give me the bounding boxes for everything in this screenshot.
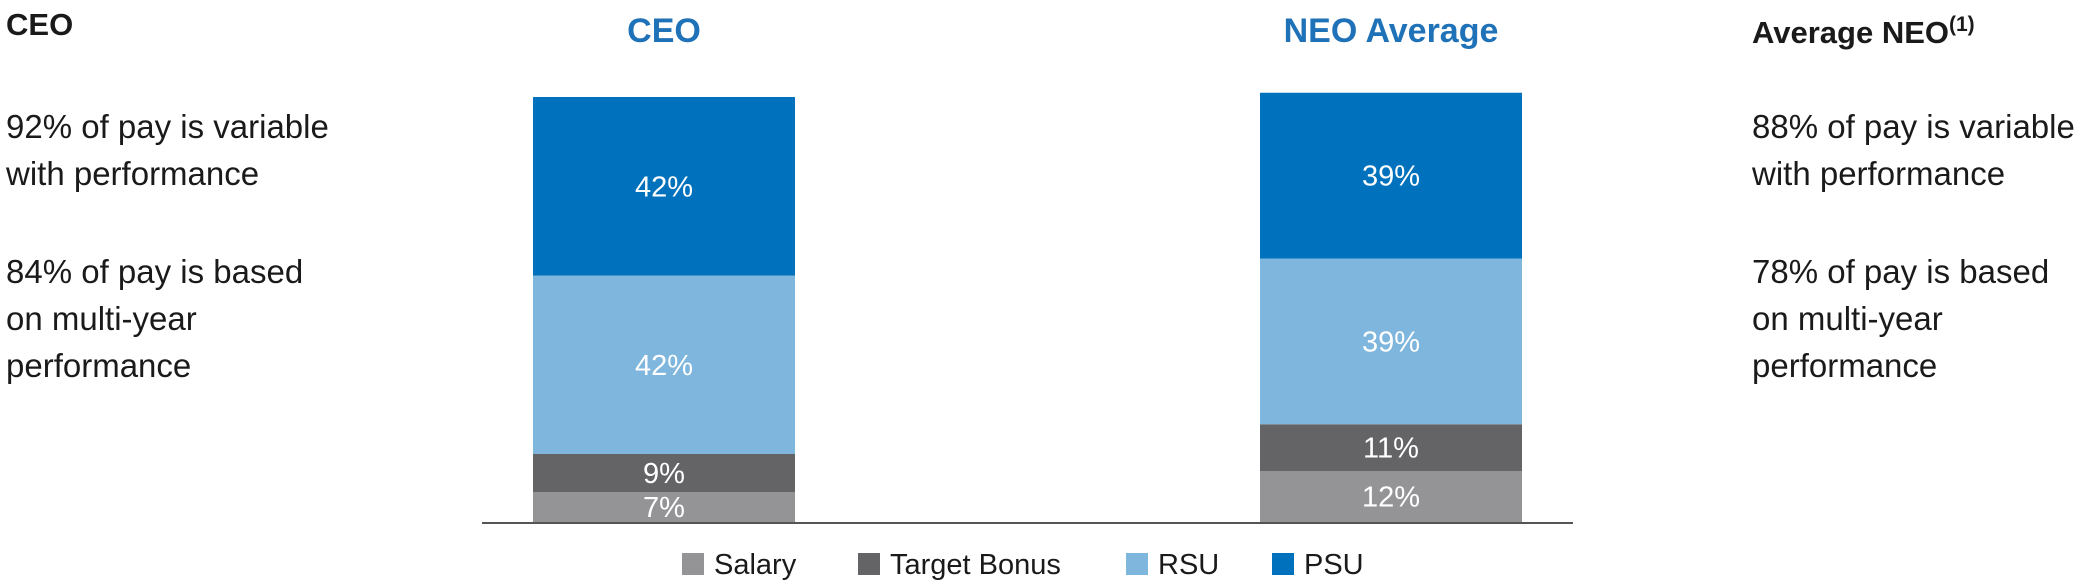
bar-segment-psu-0 <box>533 97 795 276</box>
data-label-salary-1: 12% <box>1362 482 1420 514</box>
neo-line-5: performance <box>1752 347 1938 384</box>
neo-line-1: 88% of pay is variable <box>1752 108 2075 145</box>
neo-heading-text: Average NEO <box>1752 15 1949 50</box>
neo-line-4: on multi-year <box>1752 300 1943 337</box>
neo-multiyear-pay-text: 78% of pay is based on multi-year perfor… <box>1752 248 2049 389</box>
neo-variable-pay-text: 88% of pay is variable with performance <box>1752 103 2075 197</box>
ceo-line-3: 84% of pay is based <box>6 253 304 290</box>
ceo-summary-heading: CEO <box>6 7 74 42</box>
data-label-target-bonus-0: 9% <box>643 458 685 490</box>
bar-segment-rsu-0 <box>533 275 795 454</box>
ceo-variable-pay-text: 92% of pay is variable with performance <box>6 103 329 197</box>
data-label-target-bonus-1: 11% <box>1363 433 1419 465</box>
legend-swatch-rsu <box>1126 553 1148 575</box>
ceo-line-2: with performance <box>6 155 260 192</box>
legend-label-target-bonus: Target Bonus <box>890 549 1061 581</box>
ceo-line-4: on multi-year <box>6 300 197 337</box>
neo-line-3: 78% of pay is based <box>1752 253 2050 290</box>
data-label-rsu-0: 42% <box>635 350 693 382</box>
legend-label-rsu: RSU <box>1158 549 1219 581</box>
data-label-salary-0: 7% <box>643 492 685 524</box>
neo-summary-panel: Average NEO(1) 88% of pay is variable wi… <box>1752 0 2079 384</box>
ceo-line-1: 92% of pay is variable <box>6 108 329 145</box>
legend-label-salary: Salary <box>714 549 797 581</box>
neo-summary-heading: Average NEO(1) <box>1752 0 2079 58</box>
ceo-line-5: performance <box>6 347 192 384</box>
bar-segment-salary-1 <box>1260 471 1522 522</box>
data-label-psu-0: 42% <box>635 171 693 203</box>
footnote-marker: (1) <box>1949 13 1975 36</box>
bar-segment-psu-1 <box>1260 92 1522 259</box>
ceo-summary-panel: CEO 92% of pay is variable with performa… <box>6 0 366 384</box>
bar-title-1: NEO Average <box>1284 12 1499 50</box>
data-label-psu-1: 39% <box>1362 161 1420 193</box>
bar-segment-salary-0 <box>533 492 795 522</box>
neo-line-2: with performance <box>1752 155 2006 192</box>
legend-swatch-target-bonus <box>858 553 880 575</box>
bar-segment-rsu-1 <box>1260 258 1522 425</box>
bar-title-0: CEO <box>627 12 701 50</box>
legend-swatch-salary <box>682 553 704 575</box>
ceo-multiyear-pay-text: 84% of pay is based on multi-year perfor… <box>6 248 303 389</box>
legend-swatch-psu <box>1272 553 1294 575</box>
bar-segment-target-bonus-0 <box>533 454 795 493</box>
legend-label-psu: PSU <box>1304 549 1364 581</box>
data-label-rsu-1: 39% <box>1362 326 1420 358</box>
bar-segment-target-bonus-1 <box>1260 424 1522 471</box>
